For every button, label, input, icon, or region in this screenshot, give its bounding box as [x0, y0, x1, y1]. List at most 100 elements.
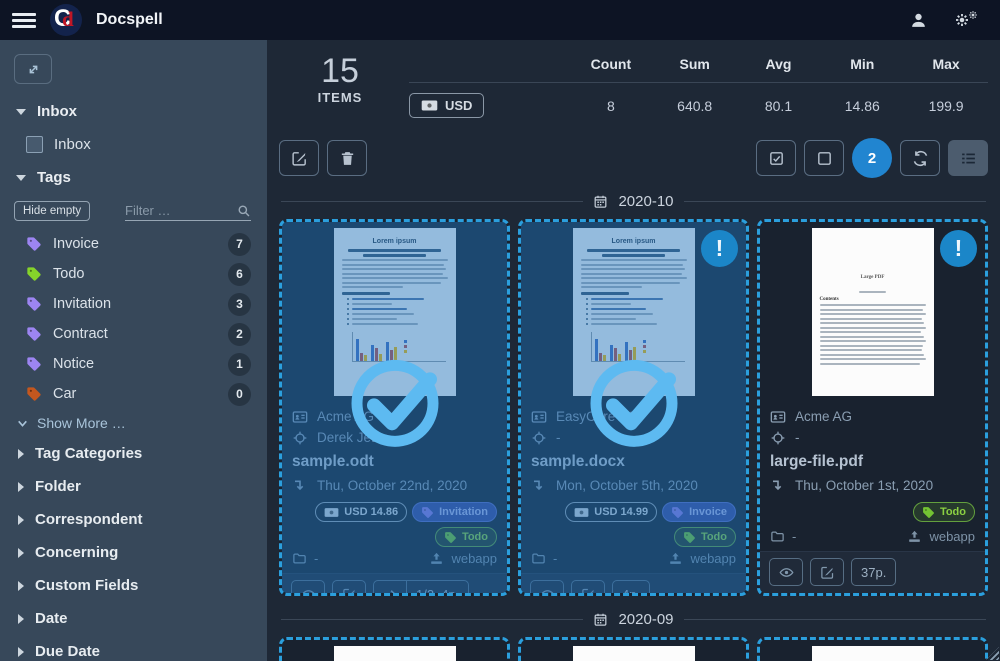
sidebar-tag-invoice[interactable]: Invoice 7	[0, 229, 267, 259]
item-source: webapp	[929, 529, 975, 544]
sidebar-item-inbox[interactable]: Inbox	[0, 129, 267, 160]
item-correspondent: Acme AG	[795, 409, 853, 424]
refresh-button[interactable]	[900, 140, 940, 176]
item-card[interactable]: Lorem ipsum Acme AG Derek Jeter sample.odt T…	[279, 219, 510, 596]
search-stats: 15 ITEMS Count Sum Avg Min Max USD 8 640.8 80.1 1…	[279, 50, 988, 122]
item-card[interactable]: Large PDF Contents Acme AG - large-file.pdf T…	[757, 219, 988, 596]
item-card[interactable]: Lorem ipsum EasyCare AG - sample.docx Mon, O…	[518, 219, 749, 596]
month-divider-label: 2020-09	[618, 611, 674, 628]
tag-icon	[26, 386, 42, 402]
edit-item-button[interactable]	[571, 580, 605, 593]
refresh-icon	[912, 150, 929, 167]
item-folder: -	[792, 529, 797, 544]
sidebar-section-inbox[interactable]: Inbox	[0, 94, 267, 129]
item-card[interactable]: Lorem ipsum	[757, 637, 988, 661]
item-concerning: Derek Jeter	[317, 430, 387, 445]
settings-gears-icon[interactable]	[954, 10, 978, 30]
expand-sidebar-button[interactable]	[14, 54, 52, 84]
trash-icon	[339, 150, 356, 167]
item-card[interactable]: Keywords in PDF	[279, 637, 510, 661]
money-icon	[421, 99, 438, 112]
item-list-main: 15 ITEMS Count Sum Avg Min Max USD 8 640.8 80.1 1…	[267, 40, 1000, 661]
select-all-button[interactable]	[756, 140, 796, 176]
search-icon	[237, 204, 251, 218]
correspondent-icon	[531, 409, 547, 425]
correspondent-icon	[770, 409, 786, 425]
filter-sidebar: Inbox Inbox Tags Hide empty Invoice 7 Todo…	[0, 40, 267, 661]
sidebar-section-concerning[interactable]: Concerning	[0, 536, 267, 569]
item-preview: Large PDF Contents	[770, 228, 975, 398]
amount-badge: USD 14.86	[315, 502, 408, 522]
month-divider: 2020-10	[281, 193, 986, 210]
sidebar-tag-invitation[interactable]: Invitation 3	[0, 289, 267, 319]
inbox-checkbox[interactable]	[26, 136, 43, 153]
preview-item-button[interactable]	[769, 558, 803, 586]
edit-icon	[820, 565, 835, 580]
card-footer: 1/2, 4p.	[282, 573, 507, 593]
upload-source-icon	[907, 529, 922, 544]
stats-value: 640.8	[677, 97, 713, 114]
edit-icon	[291, 150, 308, 167]
tag-count-badge: 3	[228, 292, 251, 316]
folder-icon	[292, 551, 307, 566]
sidebar-section-tags[interactable]: Tags	[0, 160, 267, 195]
sidebar-tag-todo[interactable]: Todo 6	[0, 259, 267, 289]
preview-item-button[interactable]	[530, 580, 564, 593]
sidebar-section-date[interactable]: Date	[0, 602, 267, 635]
menu-icon[interactable]	[12, 12, 36, 28]
tag-count-badge: 0	[228, 382, 251, 406]
show-more-link[interactable]: Show More …	[0, 409, 267, 437]
sidebar-tag-contract[interactable]: Contract 2	[0, 319, 267, 349]
sidebar-section-correspondent[interactable]: Correspondent	[0, 503, 267, 536]
goto-attachment-button[interactable]	[373, 580, 407, 593]
sidebar-section-label: Due Date	[35, 643, 101, 660]
stats-col-max: Max	[932, 56, 960, 72]
tag-count-badge: 7	[228, 232, 251, 256]
edit-selection-button[interactable]	[279, 140, 319, 176]
edit-icon	[342, 587, 357, 593]
caret-right-icon	[18, 514, 24, 525]
warning-icon: !	[940, 230, 977, 267]
preview-bar-chart	[351, 331, 446, 362]
delete-selection-button[interactable]	[327, 140, 367, 176]
item-card[interactable]	[518, 637, 749, 661]
card-footer: 4p.	[521, 573, 746, 593]
user-icon[interactable]	[909, 11, 928, 30]
document-preview-page: Lorem ipsum	[811, 646, 934, 661]
preview-item-button[interactable]	[291, 580, 325, 593]
sidebar-section-due-date[interactable]: Due Date	[0, 635, 267, 661]
list-view-button[interactable]	[948, 140, 988, 176]
edit-item-button[interactable]	[810, 558, 844, 586]
caret-right-icon	[18, 448, 24, 459]
concerning-icon	[292, 430, 308, 446]
caret-right-icon	[18, 646, 24, 657]
sidebar-section-tag-categories[interactable]: Tag Categories	[0, 437, 267, 470]
item-concerning: -	[795, 430, 800, 445]
chevron-down-icon	[16, 417, 29, 430]
deselect-all-button[interactable]	[804, 140, 844, 176]
edit-item-button[interactable]	[332, 580, 366, 593]
tag-name: Notice	[53, 356, 95, 372]
item-concerning: -	[556, 430, 561, 445]
tag-icon	[671, 506, 684, 519]
item-card-grid: Keywords in PDF Lorem ipsum	[279, 637, 988, 661]
tag-badge-invitation: Invitation	[412, 502, 497, 522]
sidebar-section-custom-fields[interactable]: Custom Fields	[0, 569, 267, 602]
hide-empty-button[interactable]: Hide empty	[14, 201, 91, 221]
eye-icon	[301, 587, 316, 593]
tag-count-badge: 6	[228, 262, 251, 286]
sidebar-section-folder[interactable]: Folder	[0, 470, 267, 503]
sidebar-tag-car[interactable]: Car 0	[0, 379, 267, 409]
tag-badge-todo: Todo	[673, 527, 736, 547]
tag-icon	[26, 266, 42, 282]
stats-col-avg: Avg	[765, 56, 792, 72]
document-preview-page	[572, 646, 695, 661]
sidebar-tag-notice[interactable]: Notice 1	[0, 349, 267, 379]
preview-bar-chart	[590, 331, 685, 362]
tag-filter-input[interactable]	[125, 201, 233, 220]
page-count: 1/2, 4p.	[406, 580, 470, 593]
item-preview	[531, 646, 736, 661]
tag-name: Contract	[53, 326, 108, 342]
tag-icon	[26, 326, 42, 342]
stats-value: 8	[607, 97, 615, 114]
